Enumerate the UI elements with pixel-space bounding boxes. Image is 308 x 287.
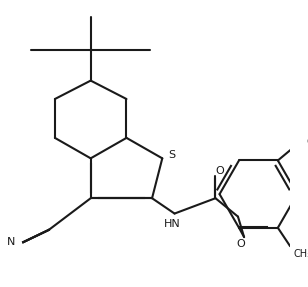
Text: O: O [215,166,224,176]
Text: N: N [7,237,15,247]
Text: S: S [168,150,175,160]
Text: Cl: Cl [306,137,308,147]
Text: CH₃: CH₃ [293,249,308,259]
Text: HN: HN [164,219,181,229]
Text: O: O [237,239,245,249]
